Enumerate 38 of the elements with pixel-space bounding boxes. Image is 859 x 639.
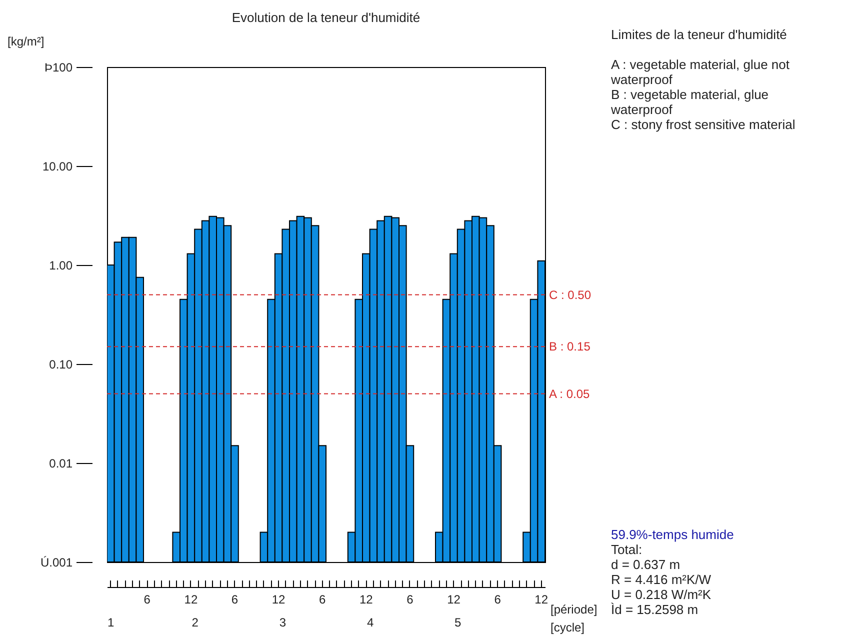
text: d = 0.637 m — [611, 557, 682, 572]
text: A : vegetable material, glue not waterproof — [611, 57, 791, 87]
text: C : stony frost sensitive material — [611, 117, 796, 132]
x-tick-label: 12 — [359, 592, 374, 606]
text: U = 0.218 W/m²K — [611, 587, 712, 602]
x-tick-label: 6 — [406, 592, 414, 606]
y-tick-label: 0.10 — [49, 358, 73, 372]
y-tick-label: Ú.001 — [40, 556, 73, 570]
x2-tick-label: 3 — [279, 616, 286, 630]
y-tick-label: 10.00 — [42, 160, 73, 174]
y-axis-title: [kg/m²] — [8, 34, 44, 48]
x-tick-label: 6 — [144, 592, 151, 606]
x-tick-label: 12 — [534, 592, 548, 606]
y-tick-label: 0.01 — [49, 456, 73, 470]
ref-line-label: A : 0.05 — [549, 386, 590, 401]
x-tick-label: 6 — [494, 592, 502, 606]
text: R = 4.416 m²K/W — [611, 572, 712, 587]
x2-tick-label: 4 — [366, 616, 374, 630]
x-tick-label: 12 — [184, 592, 198, 606]
y-tick-label: Þ100 — [44, 60, 73, 74]
y-tick-label: 1.00 — [49, 258, 73, 272]
x-axis-title: [période] — [550, 602, 598, 616]
text: Limites de la teneur d'humidité — [611, 27, 788, 42]
ref-line-label: C : 0.50 — [549, 288, 592, 302]
x2-tick-label: 2 — [192, 616, 199, 630]
text: B : vegetable material, glue waterproof — [611, 87, 770, 117]
text: 59.9%-temps humide — [611, 527, 735, 542]
x-tick-label: 12 — [447, 592, 461, 606]
x2-tick-label: 5 — [454, 616, 462, 630]
x-tick-label: 6 — [231, 592, 238, 606]
ref-line-label: B : 0.15 — [549, 340, 591, 354]
chart-title: Evolution de la teneur d'humidité — [230, 10, 422, 25]
x2-tick-label: 1 — [108, 616, 114, 630]
x-tick-label: 12 — [272, 592, 286, 606]
x-tick-label: 6 — [319, 592, 326, 606]
x2-axis-title: [cycle] — [550, 620, 585, 634]
text: Ìd = 15.2598 m — [611, 602, 700, 617]
text: Total: — [611, 542, 644, 557]
